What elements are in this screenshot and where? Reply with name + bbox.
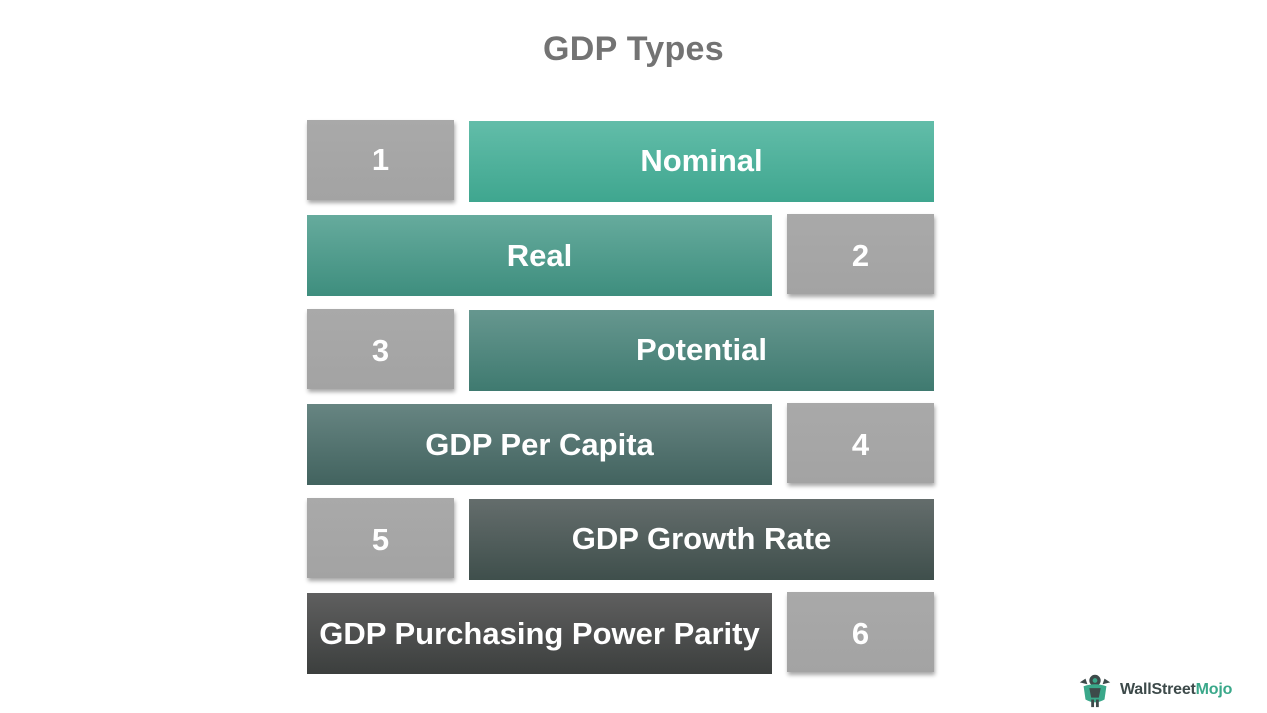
type-label: GDP Growth Rate (571, 520, 832, 556)
type-label: GDP Purchasing Power Parity (319, 615, 760, 651)
number-label: 5 (371, 522, 390, 557)
type-label-box: GDP Purchasing Power Parity (307, 593, 772, 674)
logo-text: WallStreetMojo (1120, 681, 1232, 699)
number-box: 6 (787, 592, 934, 672)
number-label: 4 (851, 427, 870, 462)
number-box: 4 (787, 403, 934, 483)
wallstreetmojo-logo: WallStreetMojo (1076, 671, 1232, 709)
type-label: Potential (636, 331, 767, 367)
gdp-type-row-4: GDP Per Capita 4 (307, 403, 934, 485)
gdp-type-row-5: 5 GDP Growth Rate (307, 498, 934, 580)
number-label: 1 (371, 142, 390, 177)
number-box: 3 (307, 309, 454, 389)
type-label-box: GDP Per Capita (307, 404, 772, 485)
number-label: 6 (851, 616, 870, 651)
logo-text-accent: Mojo (1195, 681, 1233, 698)
gdp-type-row-6: GDP Purchasing Power Parity 6 (307, 592, 934, 674)
type-label-box: Real (307, 215, 772, 296)
type-label: Nominal (640, 142, 763, 178)
type-label-box: GDP Growth Rate (469, 499, 934, 580)
number-box: 1 (307, 120, 454, 200)
type-label: GDP Per Capita (425, 426, 654, 462)
gdp-type-row-3: 3 Potential (307, 309, 934, 391)
type-label-box: Potential (469, 310, 934, 391)
number-label: 3 (371, 333, 390, 368)
number-box: 2 (787, 214, 934, 294)
number-box: 5 (307, 498, 454, 578)
type-label-box: Nominal (469, 121, 934, 202)
logo-text-main: WallStreet (1120, 681, 1196, 698)
gdp-type-row-1: 1 Nominal (307, 120, 934, 202)
gdp-type-row-2: Real 2 (307, 214, 934, 296)
type-label: Real (506, 237, 573, 273)
page-title: GDP Types (543, 30, 724, 68)
bull-mascot-icon (1079, 674, 1111, 708)
number-label: 2 (851, 238, 870, 273)
